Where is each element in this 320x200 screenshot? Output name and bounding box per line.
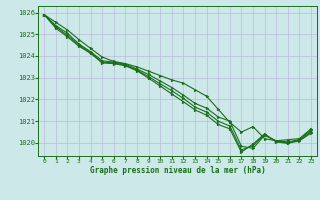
X-axis label: Graphe pression niveau de la mer (hPa): Graphe pression niveau de la mer (hPa) (90, 166, 266, 175)
